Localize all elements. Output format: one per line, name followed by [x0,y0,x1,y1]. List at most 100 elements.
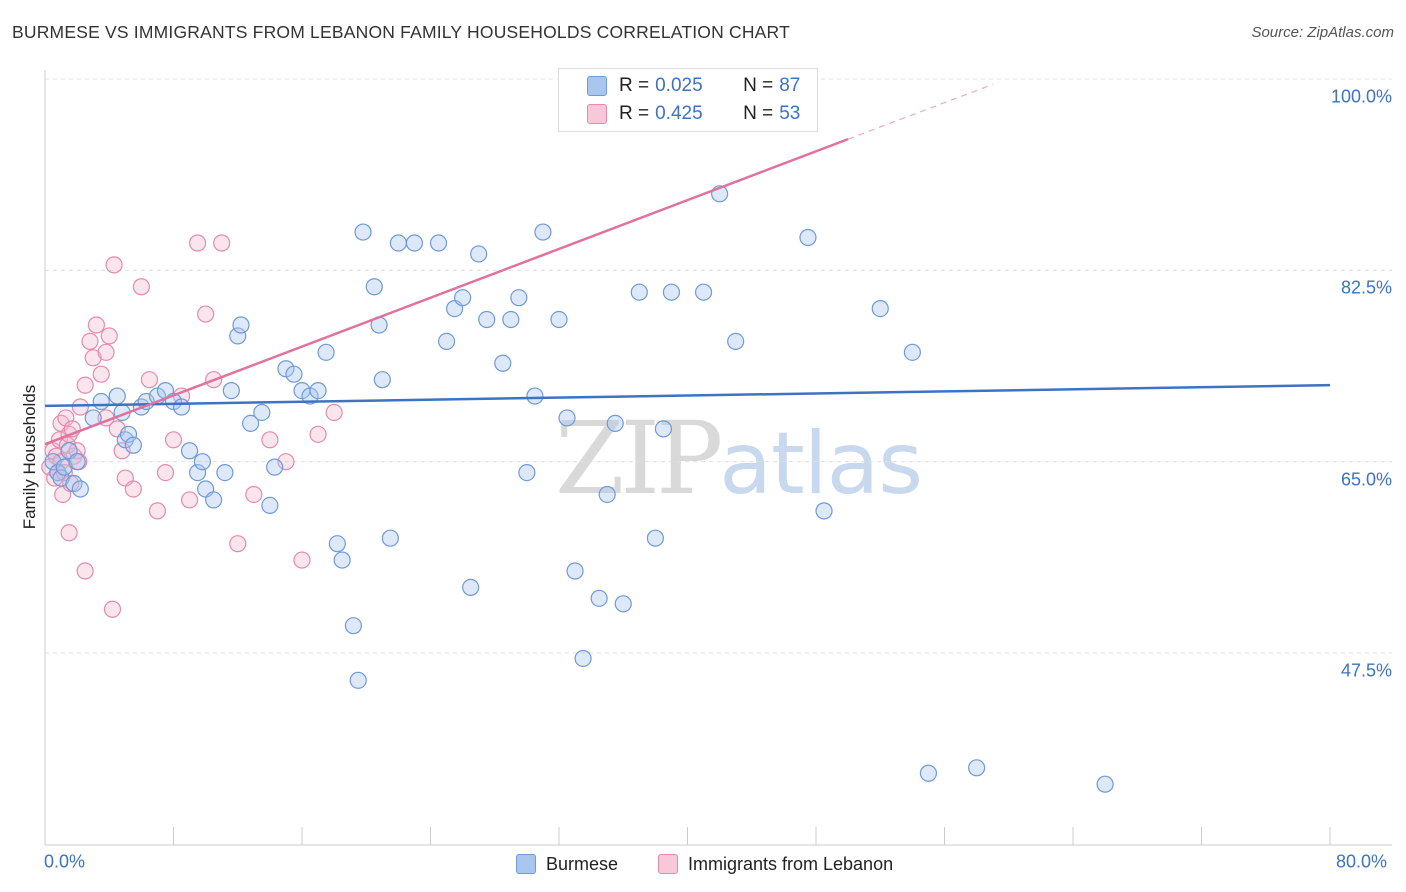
point-lebanon [87,316,106,334]
point-burmese [232,316,250,334]
point-lebanon [132,278,150,296]
y-tick-label: 47.5% [1340,660,1392,681]
point-lebanon [124,480,142,498]
watermark-atlas: atlas [719,414,923,514]
point-burmese [919,764,938,782]
point-burmese [470,245,488,263]
point-burmese [216,464,234,482]
point-burmese [381,529,399,547]
point-burmese [454,289,472,307]
point-lebanon [261,431,279,449]
point-burmese [478,310,496,329]
point-burmese [727,332,745,350]
point-burmese [799,228,817,247]
legend-r-label: R = [619,103,650,124]
point-burmese [518,464,536,482]
point-burmese [558,409,576,427]
x-tick-min: 0.0% [44,851,86,872]
source-credit: Source: ZipAtlas.com [1251,24,1394,41]
point-lebanon [213,234,231,252]
point-burmese [261,496,279,514]
point-burmese [344,617,362,635]
point-burmese [502,310,520,329]
point-burmese [55,458,73,476]
point-lebanon [164,431,183,449]
point-burmese [188,464,207,482]
point-burmese [903,343,921,361]
point-burmese [229,327,247,345]
watermark: ZIPatlas [555,400,923,517]
point-burmese [534,223,552,241]
point-burmese [328,535,346,553]
y-tick-label: 82.5% [1340,277,1392,298]
point-burmese [389,234,407,252]
point-lebanon [309,425,327,443]
point-burmese [333,551,351,569]
point-lebanon [245,485,263,504]
point-burmese [550,310,568,329]
point-lebanon [57,409,75,427]
legend-r-label: R = [619,75,650,96]
point-lebanon [325,403,343,422]
trendline-lebanon-extension [847,83,993,140]
point-burmese [285,365,303,383]
point-burmese [590,589,608,607]
point-lebanon [76,376,94,394]
point-lebanon [148,502,167,520]
bottom-swatch-lebanon [658,854,678,874]
trendline-burmese [44,383,1331,408]
bottom-legend-label-lebanon: Immigrants from Lebanon [688,853,894,874]
point-burmese [526,387,544,405]
point-burmese [1096,775,1114,793]
point-burmese [108,387,126,405]
point-lebanon [105,256,123,274]
point-lebanon [100,327,118,345]
point-lebanon [197,305,215,323]
point-burmese [614,595,632,613]
point-burmese [437,332,456,350]
bottom-legend-lebanon: Immigrants from Lebanon [658,852,893,876]
legend-n-value: 53 [779,103,801,124]
watermark-zip: ZIP [555,400,723,517]
point-burmese [510,289,528,307]
point-lebanon [277,453,295,471]
point-burmese [630,283,648,301]
point-lebanon [180,491,199,509]
point-lebanon [92,365,110,383]
point-lebanon [156,464,175,482]
point-burmese [429,234,448,252]
point-burmese [193,453,212,471]
point-lebanon [188,234,207,252]
legend-n-label: N = [743,103,774,124]
y-tick-label: 100.0% [1330,86,1392,107]
point-lebanon [97,343,115,361]
stats-legend: R = 0.025 N = 87 R = 0.425 N = 53 [558,68,818,132]
point-burmese [646,529,664,547]
point-burmese [44,453,62,471]
point-burmese [598,485,616,504]
chart-title: BURMESE VS IMMIGRANTS FROM LEBANON FAMIL… [12,22,790,42]
point-lebanon [84,349,102,367]
legend-n-value: 87 [779,75,801,96]
bottom-swatch-burmese [516,854,536,874]
point-lebanon [71,398,89,416]
point-burmese [574,649,592,668]
bottom-legend-label-burmese: Burmese [546,853,619,874]
legend-row-burmese: R = 0.025 N = 87 [587,75,800,97]
point-lebanon [103,600,122,618]
point-burmese [694,283,713,301]
point-burmese [405,234,424,252]
bottom-legend-burmese: Burmese [516,852,618,876]
point-burmese [119,425,138,443]
point-burmese [654,420,673,438]
legend-r-value: 0.025 [655,75,703,96]
point-lebanon [81,332,99,350]
legend-row-lebanon: R = 0.425 N = 53 [587,103,800,125]
point-burmese [365,278,383,296]
legend-r-value: 0.425 [655,103,703,124]
point-burmese [968,759,986,777]
point-burmese [871,300,889,318]
point-burmese [52,469,70,487]
point-burmese [205,491,223,509]
